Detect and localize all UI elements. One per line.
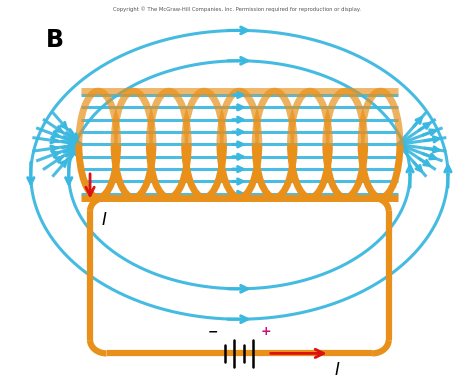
Text: B: B [46,28,64,52]
Text: +: + [260,325,271,338]
Text: Copyright © The McGraw-Hill Companies, Inc. Permission required for reproduction: Copyright © The McGraw-Hill Companies, I… [113,7,361,13]
Text: I: I [334,361,339,379]
Text: I: I [102,211,107,230]
Text: −: − [208,325,219,338]
